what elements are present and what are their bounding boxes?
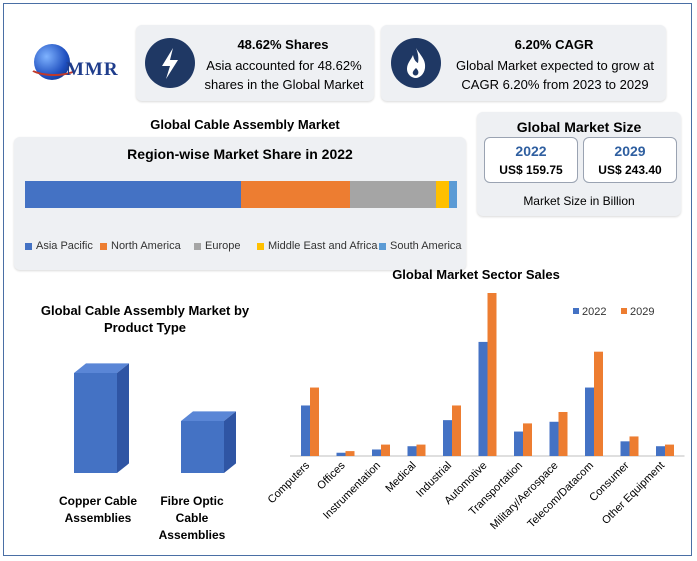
product-category-label: Copper Cable Assemblies xyxy=(59,494,137,525)
sector-legend: 2022 2029 xyxy=(573,306,654,318)
sector-category-label: Military/Aerospace xyxy=(488,460,560,532)
market-size-value: US$ 243.40 xyxy=(598,163,662,177)
legend-label: 2022 xyxy=(582,306,606,318)
sector-bar-2029 xyxy=(629,436,639,456)
sector-bar-2029 xyxy=(665,444,674,456)
market-size-year: 2029 xyxy=(614,143,646,159)
sector-bar-2022 xyxy=(336,452,346,456)
sector-bar-2022 xyxy=(656,446,665,456)
legend-swatch xyxy=(621,308,627,314)
market-size-title: Global Market Size xyxy=(516,119,642,135)
region-segment-europe xyxy=(350,181,436,208)
legend-item: Asia Pacific xyxy=(25,240,93,252)
sector-category-label: Computers xyxy=(268,459,312,506)
product-bar-side xyxy=(117,363,129,473)
sector-category-label: Other Equipment xyxy=(600,460,667,527)
market-size-card: Global Market Size 2022 US$ 159.75 2029 … xyxy=(477,112,681,216)
region-segment-south-america xyxy=(448,181,457,208)
legend-label: Asia Pacific xyxy=(36,240,93,252)
legend-label: South America xyxy=(390,240,462,252)
product-bar-top xyxy=(74,363,129,373)
sector-bar-2022 xyxy=(372,449,381,456)
sector-bar-2029 xyxy=(310,387,319,456)
legend-item: Europe xyxy=(194,240,240,252)
sector-bar-2029 xyxy=(452,405,461,456)
region-stacked-bar xyxy=(25,181,457,208)
stat-text-line1: Asia accounted for 48.62% xyxy=(206,58,362,73)
sector-bar-2022 xyxy=(585,387,594,456)
sector-bar-2022 xyxy=(407,446,417,456)
globe-swoosh-icon xyxy=(28,56,80,76)
product-category-label: Fibre Optic Cable Assemblies xyxy=(159,494,226,542)
region-legend: Asia Pacific North America Europe Middle Ea… xyxy=(14,240,466,256)
region-segment-asia-pacific xyxy=(25,181,242,208)
product-bar-side xyxy=(224,411,236,473)
region-subtitle: Region-wise Market Share in 2022 xyxy=(127,146,353,162)
sector-bar-2029 xyxy=(487,293,497,456)
product-type-chart: Copper Cable Assemblies Fibre Optic Cable As… xyxy=(59,363,236,542)
stat-title: 48.62% Shares xyxy=(237,37,329,52)
region-segment-middle-east-and-africa xyxy=(435,181,449,208)
sector-bar-2022 xyxy=(478,341,488,456)
market-size-caption: Market Size in Billion xyxy=(523,194,635,208)
stat-text-line2: shares in the Global Market xyxy=(204,77,364,92)
stat-text-line2: CAGR 6.20% from 2023 to 2029 xyxy=(461,77,649,92)
stat-text-line1: Global Market expected to grow at xyxy=(456,58,654,73)
legend-item: North America xyxy=(100,240,181,252)
region-share-card: Region-wise Market Share in 2022 Asia Pa… xyxy=(14,137,466,270)
product-bar xyxy=(181,411,236,473)
product-title-line2: Product Type xyxy=(103,320,187,335)
sector-bar-2022 xyxy=(514,431,523,456)
sector-bar-2022 xyxy=(620,441,630,456)
legend-swatch xyxy=(257,242,264,250)
sector-bar-2029 xyxy=(558,411,568,456)
product-bar-front xyxy=(181,421,224,473)
market-size-year: 2022 xyxy=(515,143,547,159)
product-bar-front xyxy=(74,373,117,473)
stat-card-shares: 48.62% Shares Asia accounted for 48.62% … xyxy=(136,25,374,101)
sector-bar-2022 xyxy=(549,421,559,456)
infographic-frame xyxy=(3,3,692,556)
legend-swatch xyxy=(25,242,32,250)
sector-bar-2029 xyxy=(523,423,532,456)
legend-item: South America xyxy=(379,240,462,252)
logo-text: MMR xyxy=(66,59,119,80)
sector-bar-2029 xyxy=(416,444,426,456)
sector-category-label: Telecom/Datacom xyxy=(525,460,596,531)
flame-icon xyxy=(391,38,441,88)
legend-swatch xyxy=(379,242,386,250)
market-size-value: US$ 159.75 xyxy=(499,163,563,177)
legend-swatch xyxy=(573,308,579,314)
sector-category-label: Offices xyxy=(315,459,348,492)
lightning-icon xyxy=(145,38,195,88)
legend-label: Europe xyxy=(205,240,241,252)
market-size-2029: 2029 US$ 243.40 xyxy=(583,137,677,183)
sector-chart-title: Global Market Sector Sales xyxy=(392,267,560,282)
legend-label: Middle East and Africa xyxy=(268,240,378,252)
market-size-2022: 2022 US$ 159.75 xyxy=(484,137,578,183)
sector-bar-2029 xyxy=(594,351,603,456)
sector-bar-2022 xyxy=(443,420,452,456)
region-title: Global Cable Assembly Market xyxy=(150,117,340,132)
sector-bar-2029 xyxy=(381,444,390,456)
stat-title: 6.20% CAGR xyxy=(514,37,594,52)
sector-sales-chart: Global Market Sector Sales 2022 2029 Comput… xyxy=(268,267,685,532)
sector-bar-2029 xyxy=(345,451,355,456)
legend-swatch xyxy=(100,242,107,250)
product-bar xyxy=(74,363,129,473)
product-bar-top xyxy=(181,411,236,421)
region-segment-north-america xyxy=(241,181,351,208)
product-title-line1: Global Cable Assembly Market by xyxy=(40,303,250,318)
sector-bar-2022 xyxy=(301,405,310,456)
mmr-logo: MMR xyxy=(26,42,131,84)
legend-item: Middle East and Africa xyxy=(257,240,377,252)
stat-card-cagr: 6.20% CAGR Global Market expected to gro… xyxy=(381,25,666,101)
legend-label: 2029 xyxy=(630,306,654,318)
legend-label: North America xyxy=(111,240,181,252)
legend-swatch xyxy=(194,242,201,250)
sector-category-label: Medical xyxy=(383,460,418,495)
